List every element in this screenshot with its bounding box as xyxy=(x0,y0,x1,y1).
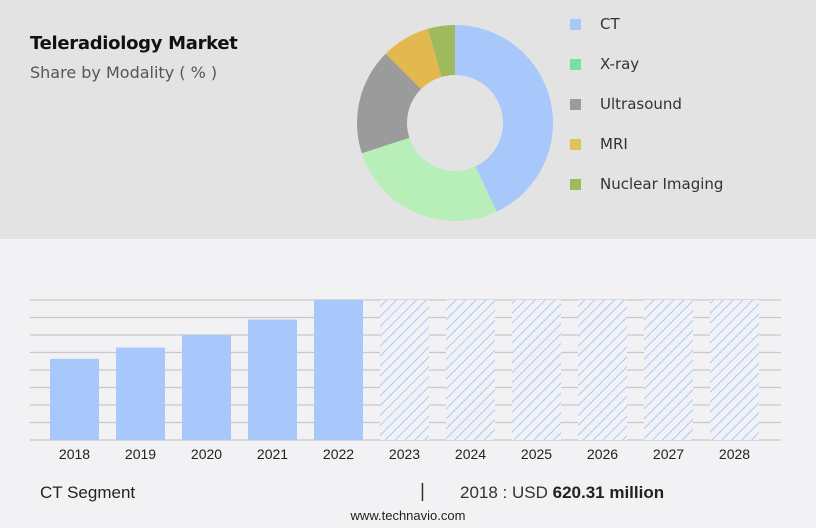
x-axis-label: 2024 xyxy=(454,446,487,462)
legend-item-ct: CT xyxy=(570,14,810,34)
legend-swatch xyxy=(570,18,581,30)
x-axis-label: 2023 xyxy=(388,446,421,462)
x-axis-label: 2022 xyxy=(322,446,355,462)
legend-item-nuclear-imaging: Nuclear Imaging xyxy=(570,174,810,194)
donut-slice-nuclear-imaging xyxy=(427,25,455,77)
footer-separator: | xyxy=(420,481,425,502)
chart-subtitle: Share by Modality ( % ) xyxy=(30,63,218,82)
legend-swatch xyxy=(570,138,581,150)
bar-2027 xyxy=(644,300,693,440)
donut-slice-x-ray xyxy=(361,137,497,221)
x-axis-label: 2027 xyxy=(652,446,685,462)
legend-swatch xyxy=(570,98,581,110)
bar-chart xyxy=(30,299,781,441)
legend-swatch xyxy=(570,178,581,190)
bar-2028 xyxy=(710,300,759,440)
chart-title: Teleradiology Market xyxy=(30,33,238,54)
segment-label: CT Segment xyxy=(40,483,136,502)
segment-value: 2018 : USD 620.31 million xyxy=(460,483,665,502)
bar-2020 xyxy=(182,335,231,440)
source-url: www.technavio.com xyxy=(350,508,466,523)
legend-swatch xyxy=(570,58,581,70)
x-axis-label: 2025 xyxy=(520,446,553,462)
x-axis-label: 2020 xyxy=(190,446,223,462)
x-axis-label: 2019 xyxy=(124,446,157,462)
x-axis-label: 2021 xyxy=(256,446,289,462)
x-axis-label: 2028 xyxy=(718,446,751,462)
bar-2021 xyxy=(248,319,297,440)
bar-2018 xyxy=(50,358,99,440)
bar-2022 xyxy=(314,300,363,440)
legend-item-xray: X-ray xyxy=(570,54,810,74)
value-amount: 620.31 million xyxy=(552,483,665,502)
bar-2026 xyxy=(578,300,627,440)
x-axis-label: 2018 xyxy=(58,446,91,462)
donut-chart xyxy=(357,25,553,221)
donut-slice-mri xyxy=(385,28,442,90)
bar-2023 xyxy=(380,300,429,440)
legend-item-mri: MRI xyxy=(570,134,810,154)
legend-item-ultrasound: Ultrasound xyxy=(570,94,810,114)
bar-2024 xyxy=(446,300,495,440)
bar-2025 xyxy=(512,300,561,440)
x-axis-label: 2026 xyxy=(586,446,619,462)
donut-slice-ultrasound xyxy=(357,53,422,154)
donut-slice-ct xyxy=(455,25,553,212)
bar-2019 xyxy=(116,347,165,440)
